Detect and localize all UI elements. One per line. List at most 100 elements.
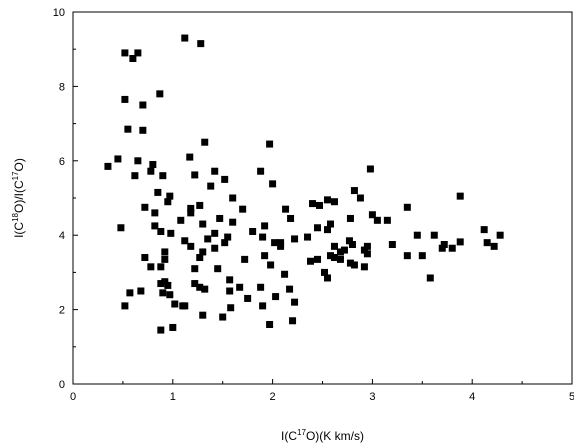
data-point — [368, 211, 376, 219]
data-point — [496, 231, 504, 239]
data-point — [219, 313, 227, 321]
data-point — [199, 311, 207, 319]
data-point — [141, 254, 149, 262]
y-tick-label: 8 — [59, 81, 65, 93]
x-tick-label: 0 — [70, 391, 76, 403]
data-point — [383, 216, 391, 224]
data-point — [261, 252, 269, 260]
data-point — [157, 227, 165, 235]
data-point — [191, 171, 199, 179]
data-point — [418, 252, 426, 260]
x-tick-label: 3 — [369, 391, 375, 403]
data-point — [226, 276, 234, 284]
data-point — [164, 281, 172, 289]
data-point — [430, 231, 438, 239]
data-point — [157, 263, 165, 271]
data-point — [336, 248, 344, 256]
data-point — [259, 233, 267, 241]
data-point — [207, 182, 215, 190]
data-point — [164, 198, 172, 206]
data-point — [266, 320, 274, 328]
data-point — [286, 285, 294, 293]
data-point — [126, 289, 134, 297]
data-point — [239, 205, 247, 213]
data-point — [201, 138, 209, 146]
data-point — [227, 304, 235, 312]
data-point — [346, 214, 354, 222]
data-point — [221, 175, 229, 183]
data-point — [366, 165, 374, 173]
data-point — [259, 302, 267, 310]
data-point — [159, 172, 167, 180]
data-point — [147, 167, 155, 175]
data-point — [211, 229, 219, 237]
data-point — [440, 241, 448, 248]
data-point — [121, 95, 129, 103]
data-point — [456, 238, 464, 246]
data-point — [137, 287, 145, 295]
data-point — [171, 300, 179, 308]
data-point — [211, 167, 219, 175]
data-point — [187, 242, 195, 250]
data-point — [181, 302, 189, 310]
data-point — [257, 167, 265, 175]
data-point — [177, 216, 185, 224]
data-point — [211, 244, 219, 252]
data-point — [161, 255, 169, 263]
data-point — [159, 289, 167, 297]
data-point — [330, 254, 338, 262]
y-tick-label: 4 — [59, 230, 65, 242]
data-point — [257, 283, 265, 291]
data-point — [330, 198, 338, 206]
data-point — [281, 270, 289, 278]
x-tick-label: 1 — [170, 391, 176, 403]
data-point — [316, 201, 324, 209]
data-point — [187, 209, 195, 217]
data-point — [186, 153, 194, 161]
data-point — [191, 265, 199, 273]
data-point — [336, 255, 344, 263]
data-point — [229, 194, 237, 202]
y-tick-label: 0 — [59, 379, 65, 391]
data-point — [139, 101, 147, 109]
data-point — [149, 161, 157, 169]
data-point — [266, 140, 274, 148]
data-point — [267, 261, 275, 269]
data-point — [196, 201, 204, 209]
data-point — [187, 204, 195, 212]
data-point — [204, 235, 212, 243]
data-point — [277, 239, 285, 247]
x-axis-title: I(C17O)(K km/s) — [281, 428, 364, 443]
data-point — [181, 237, 189, 245]
x-tick-label: 2 — [270, 391, 276, 403]
data-point — [269, 180, 277, 188]
data-points — [104, 34, 504, 334]
data-point — [360, 263, 368, 271]
data-point — [356, 194, 364, 202]
y-axis-title: I(C18O)/I(C17O) — [11, 158, 26, 238]
data-point — [124, 125, 132, 133]
data-point — [214, 265, 222, 273]
data-point — [197, 40, 205, 48]
data-point — [307, 257, 315, 265]
data-point — [201, 285, 209, 293]
data-point — [117, 224, 125, 232]
data-point — [129, 55, 137, 62]
data-point — [403, 203, 411, 211]
data-point — [438, 244, 446, 252]
x-tick-label: 4 — [469, 391, 475, 403]
data-point — [169, 323, 177, 331]
data-point — [314, 255, 322, 263]
data-point — [154, 188, 162, 196]
data-point — [196, 254, 204, 262]
data-point — [181, 34, 189, 42]
data-point — [480, 226, 488, 234]
data-point — [388, 241, 396, 248]
data-point — [161, 278, 169, 286]
data-point — [304, 233, 312, 241]
data-point — [151, 222, 159, 230]
data-point — [156, 90, 164, 98]
data-point — [157, 326, 165, 334]
data-point — [272, 293, 280, 301]
data-point — [249, 227, 257, 235]
